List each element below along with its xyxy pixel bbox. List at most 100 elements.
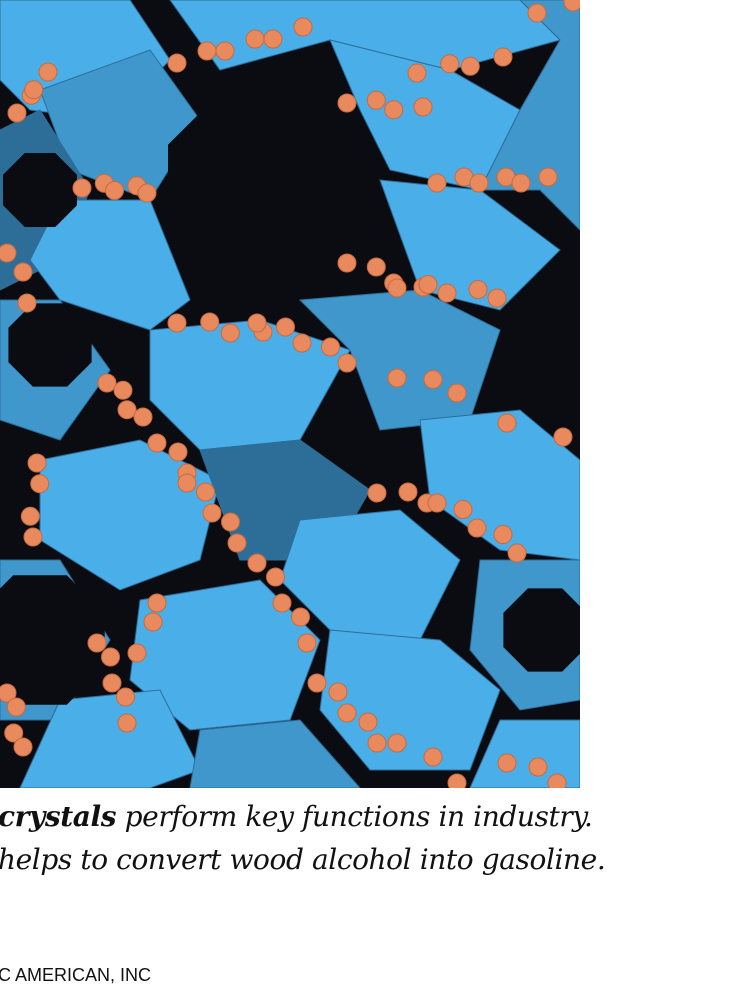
framework-face	[129, 579, 321, 731]
oxygen-atom	[247, 313, 267, 333]
oxygen-atom	[6, 697, 26, 717]
oxygen-atom	[20, 506, 40, 526]
oxygen-atom	[447, 773, 467, 788]
oxygen-atom	[13, 737, 33, 757]
oxygen-atom	[102, 673, 122, 693]
oxygen-atom	[17, 293, 37, 313]
oxygen-atom	[358, 712, 378, 732]
oxygen-atom	[407, 63, 427, 83]
oxygen-atom	[367, 733, 387, 753]
oxygen-atom	[328, 682, 348, 702]
oxygen-atom	[321, 337, 340, 357]
oxygen-atom	[337, 353, 357, 373]
oxygen-atom	[366, 257, 386, 277]
framework-face	[189, 719, 361, 788]
oxygen-atom	[167, 53, 187, 73]
framework-cavity	[3, 153, 77, 227]
caption-bold-term: crystals	[0, 800, 117, 833]
oxygen-atom	[272, 593, 292, 613]
oxygen-atom	[227, 533, 247, 553]
oxygen-atom	[197, 41, 217, 61]
oxygen-atom	[0, 683, 17, 703]
oxygen-atom	[547, 773, 567, 788]
oxygen-atom	[137, 183, 157, 203]
oxygen-atom	[245, 29, 265, 49]
framework-face	[19, 689, 201, 788]
oxygen-atom	[116, 687, 135, 707]
oxygen-atom	[30, 474, 50, 494]
oxygen-atom	[460, 56, 480, 76]
oxygen-atom	[387, 278, 407, 298]
framework-cavity	[8, 303, 92, 387]
oxygen-atom	[468, 280, 488, 299]
oxygen-atom	[453, 500, 473, 519]
oxygen-atom	[307, 673, 327, 693]
oxygen-atom	[263, 29, 283, 49]
oxygen-atom	[423, 370, 443, 389]
oxygen-atom	[13, 262, 33, 282]
oxygen-atom	[440, 54, 460, 74]
oxygen-atom	[384, 100, 404, 120]
oxygen-atom	[337, 93, 357, 113]
zeolite-framework-image	[0, 0, 580, 788]
oxygen-atom	[292, 333, 312, 353]
oxygen-atom	[276, 317, 295, 337]
framework-face	[469, 719, 580, 788]
oxygen-atom	[553, 427, 573, 447]
oxygen-atom	[202, 503, 222, 523]
oxygen-atom	[7, 103, 27, 123]
oxygen-atom	[293, 17, 313, 37]
framework-cavity	[503, 588, 580, 672]
oxygen-atom	[497, 753, 517, 773]
caption-line-2: helps to convert wood alcohol into gasol…	[0, 843, 606, 876]
oxygen-atom	[147, 433, 167, 453]
framework-face	[319, 629, 501, 771]
oxygen-atom	[117, 400, 137, 420]
oxygen-atom	[133, 407, 153, 427]
oxygen-atom	[266, 567, 285, 587]
oxygen-atom	[487, 288, 507, 308]
oxygen-atom	[367, 483, 387, 503]
oxygen-atom	[168, 442, 188, 462]
framework-cavity	[0, 575, 105, 705]
oxygen-atom	[467, 518, 487, 538]
caption-line-1: crystals perform key functions in indust…	[0, 803, 618, 831]
oxygen-atom	[418, 275, 438, 294]
oxygen-atom	[469, 173, 489, 193]
oxygen-atom	[4, 723, 24, 743]
oxygen-atom	[24, 80, 44, 100]
oxygen-atom	[200, 312, 220, 332]
oxygen-atom	[101, 647, 120, 667]
oxygen-atom	[387, 368, 407, 388]
oxygen-atom	[427, 173, 447, 193]
oxygen-atom	[447, 383, 467, 403]
oxygen-atom	[366, 90, 386, 110]
oxygen-atom	[511, 173, 531, 193]
oxygen-atom	[437, 283, 457, 303]
caption-line-1-text: perform key functions in industry.	[116, 800, 593, 833]
oxygen-atom	[497, 413, 517, 433]
framework-cavity	[508, 323, 580, 397]
oxygen-atom	[72, 178, 92, 198]
framework-cavity	[168, 88, 362, 282]
oxygen-atom	[398, 482, 418, 502]
oxygen-atom	[27, 453, 47, 473]
oxygen-atom	[215, 41, 235, 61]
oxygen-atom	[87, 633, 107, 653]
oxygen-atom	[337, 703, 357, 723]
oxygen-atom	[538, 167, 558, 187]
oxygen-atom	[177, 473, 197, 493]
oxygen-atom	[38, 62, 58, 82]
oxygen-atom	[423, 747, 443, 767]
oxygen-atom	[527, 3, 547, 23]
oxygen-atom	[143, 612, 163, 632]
image-credit: C AMERICAN, INC	[0, 965, 152, 985]
oxygen-atom	[220, 323, 240, 343]
oxygen-atom	[493, 47, 513, 67]
oxygen-atom	[427, 493, 447, 513]
oxygen-atom	[413, 97, 433, 117]
oxygen-atom	[297, 633, 317, 653]
oxygen-atom	[247, 553, 267, 573]
oxygen-atom	[387, 733, 407, 753]
oxygen-atom	[113, 380, 133, 400]
